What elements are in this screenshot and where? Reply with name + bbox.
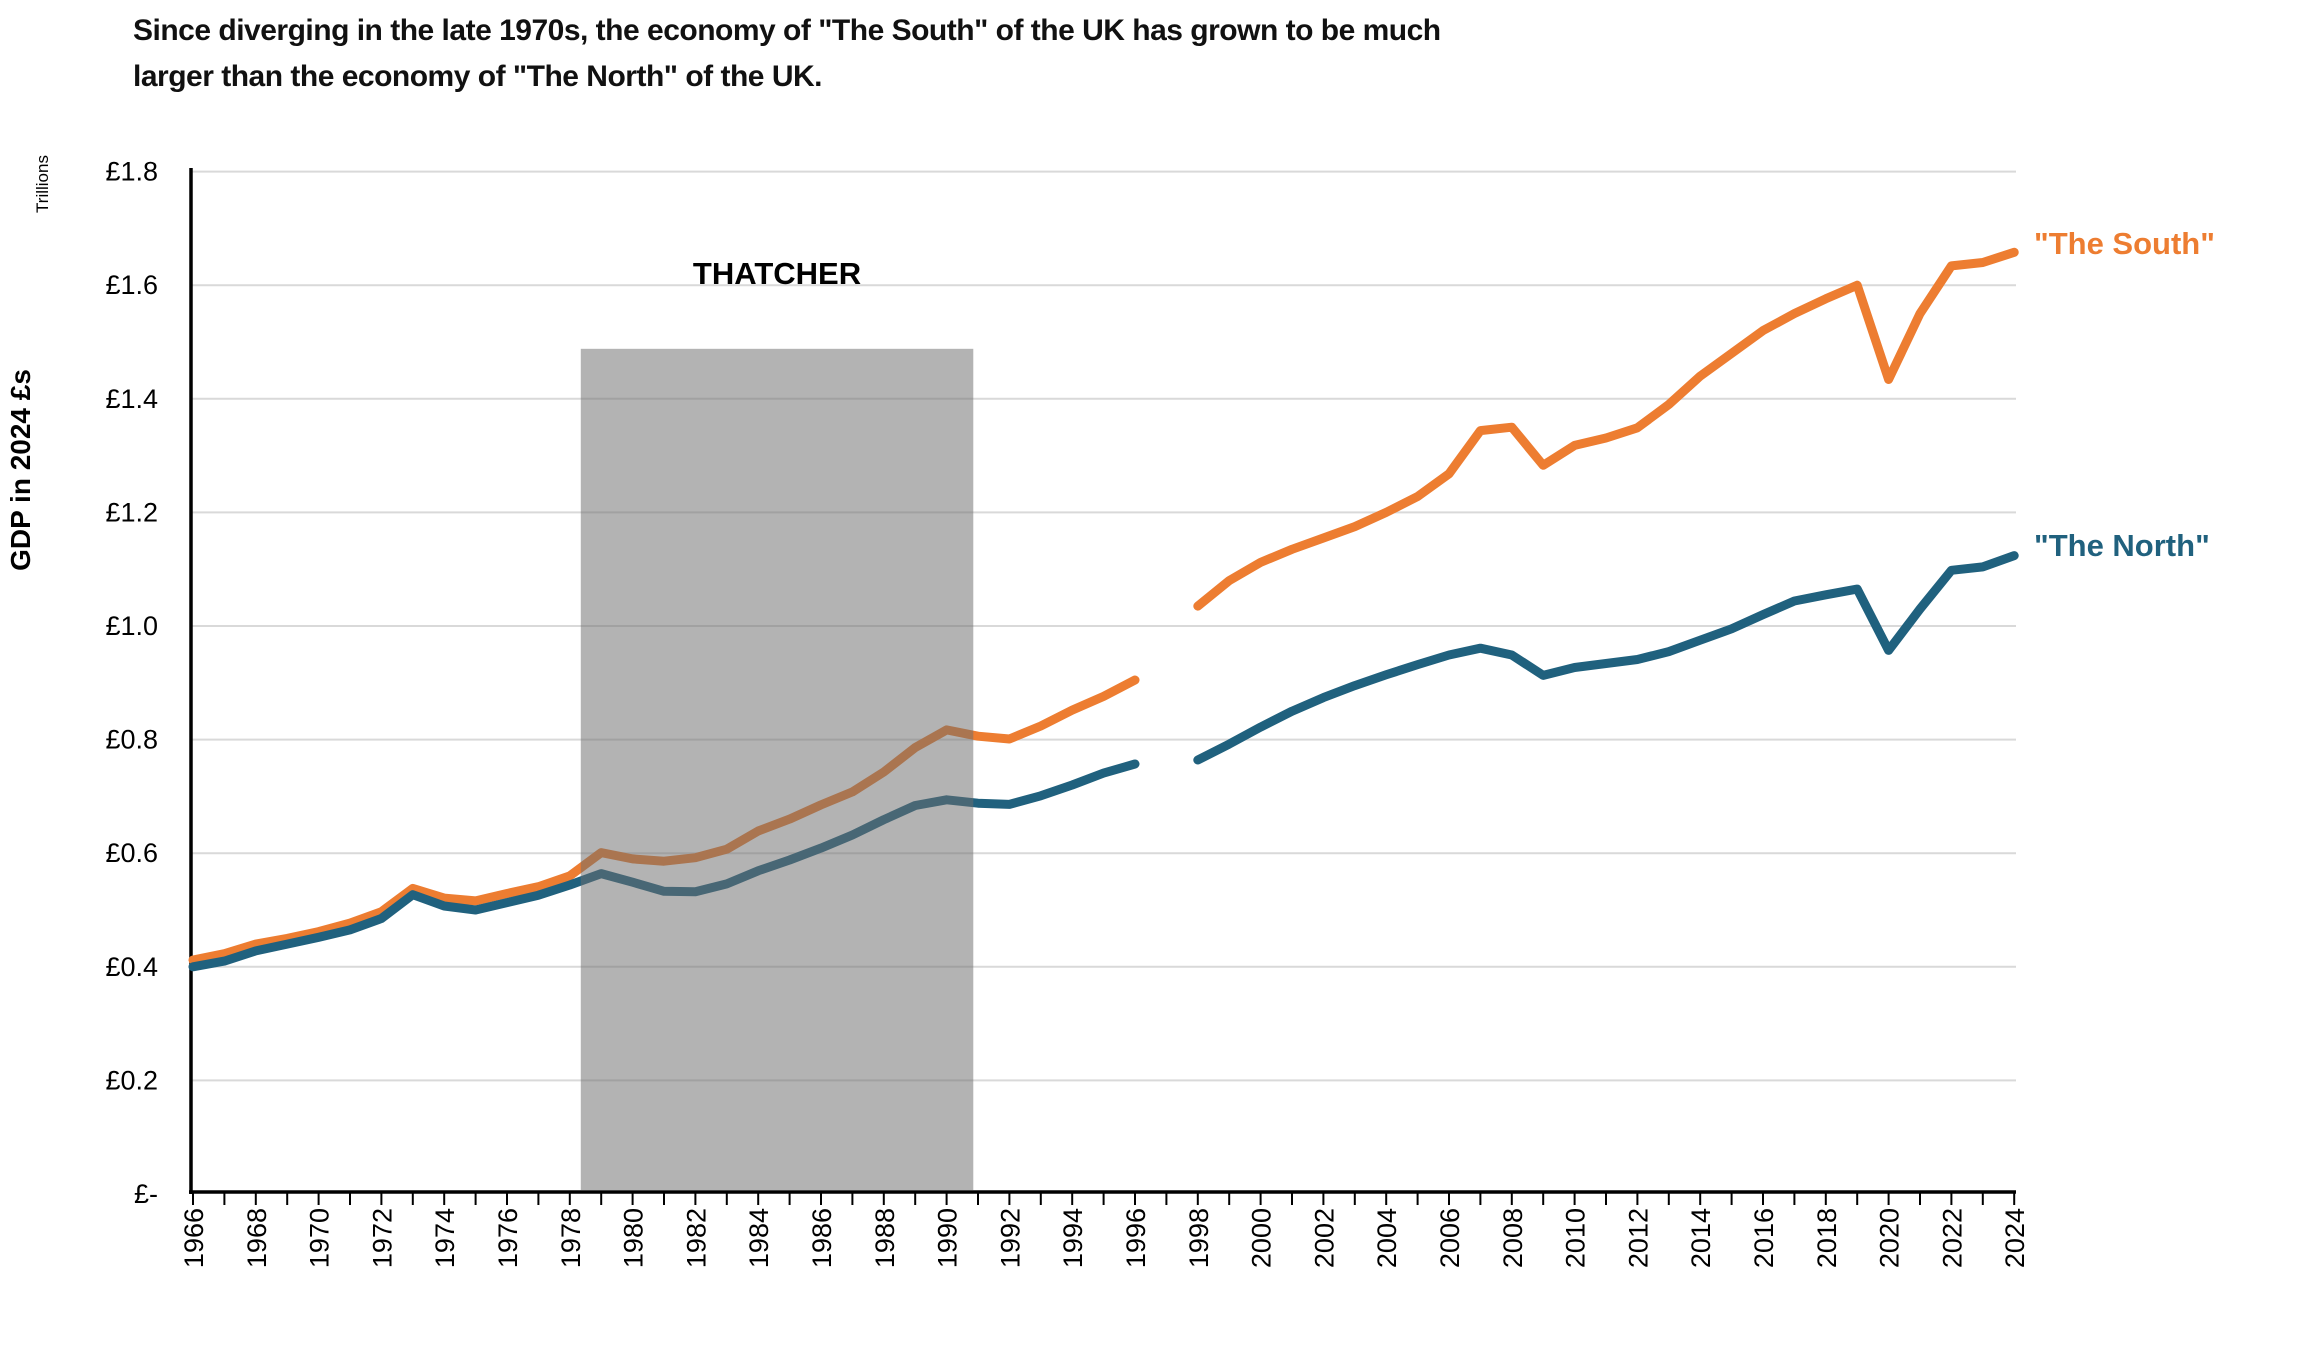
x-tick-label: 2010 xyxy=(1561,1208,1591,1268)
y-tick-label: £0.6 xyxy=(105,838,158,868)
x-tick-label: 1966 xyxy=(179,1208,209,1268)
chart-title-line1: Since diverging in the late 1970s, the e… xyxy=(133,14,1441,47)
x-tick-marks xyxy=(192,1192,2016,1205)
x-tick-label: 1984 xyxy=(744,1208,774,1268)
x-tick-label: 1996 xyxy=(1121,1208,1151,1268)
x-tick-label: 2000 xyxy=(1247,1208,1277,1268)
y-tick-label: £- xyxy=(134,1179,158,1209)
x-tick-label: 1968 xyxy=(242,1208,272,1268)
y-tick-label: £0.8 xyxy=(105,725,158,755)
x-tick-label: 1970 xyxy=(305,1208,335,1268)
thatcher-annotation-label: THATCHER xyxy=(693,256,861,291)
x-tick-label: 1994 xyxy=(1058,1208,1088,1268)
x-tick-label: 1998 xyxy=(1184,1208,1214,1268)
y-tick-label: £1.0 xyxy=(105,611,158,641)
x-tick-label: 2016 xyxy=(1749,1208,1779,1268)
x-tick-label: 2020 xyxy=(1875,1208,1905,1268)
series-label-the-south: "The South" xyxy=(2034,226,2215,261)
y-tick-labels: £1.8 £1.6 £1.4 £1.2 £1.0 £0.8 £0.6 £0.4 £0.2 £- xyxy=(105,157,158,1209)
chart-title-line2: larger than the economy of "The North" o… xyxy=(133,60,822,93)
line-south xyxy=(1193,247,2019,611)
x-tick-label: 1986 xyxy=(807,1208,837,1268)
y-tick-label: £0.2 xyxy=(105,1065,158,1095)
x-tick-label: 2004 xyxy=(1372,1208,1402,1268)
y-tick-label: £1.8 xyxy=(105,157,158,187)
x-tick-label: 2014 xyxy=(1686,1208,1716,1268)
y-axis-title: GDP in 2024 £s xyxy=(5,369,36,571)
x-tick-label: 2024 xyxy=(2000,1208,2030,1268)
x-tick-label: 1978 xyxy=(556,1208,586,1268)
y-tick-label: £1.4 xyxy=(105,384,158,414)
axes xyxy=(189,168,2016,1194)
x-tick-label: 2008 xyxy=(1498,1208,1528,1268)
thatcher-shaded-region xyxy=(580,348,974,1190)
x-tick-label: 2012 xyxy=(1623,1208,1653,1268)
y-tick-label: £0.4 xyxy=(105,952,158,982)
y-tick-label: £1.2 xyxy=(105,497,158,527)
x-tick-label: 1988 xyxy=(870,1208,900,1268)
x-tick-label: 2002 xyxy=(1309,1208,1339,1268)
x-tick-label: 1982 xyxy=(681,1208,711,1268)
series-label-the-north: "The North" xyxy=(2034,528,2210,563)
x-tick-label: 1972 xyxy=(367,1208,397,1268)
x-tick-label: 1992 xyxy=(995,1208,1025,1268)
data-series xyxy=(188,247,2019,972)
y-axis-unit-label: Trillions xyxy=(33,155,52,213)
chart-title: Since diverging in the late 1970s, the e… xyxy=(133,8,1441,100)
x-tick-label: 1980 xyxy=(619,1208,649,1268)
gridlines xyxy=(191,170,2016,1082)
x-tick-label: 2006 xyxy=(1435,1208,1465,1268)
x-tick-label: 1990 xyxy=(933,1208,963,1268)
line-north xyxy=(1193,551,2019,765)
x-tick-label: 2018 xyxy=(1812,1208,1842,1268)
x-tick-label: 1976 xyxy=(493,1208,523,1268)
y-tick-label: £1.6 xyxy=(105,270,158,300)
x-tick-label: 1974 xyxy=(430,1208,460,1268)
x-tick-label: 2022 xyxy=(1937,1208,1967,1268)
x-tick-labels: 1966 1968 1970 1972 1974 1976 1978 1980 1982 1984… xyxy=(179,1208,2030,1268)
